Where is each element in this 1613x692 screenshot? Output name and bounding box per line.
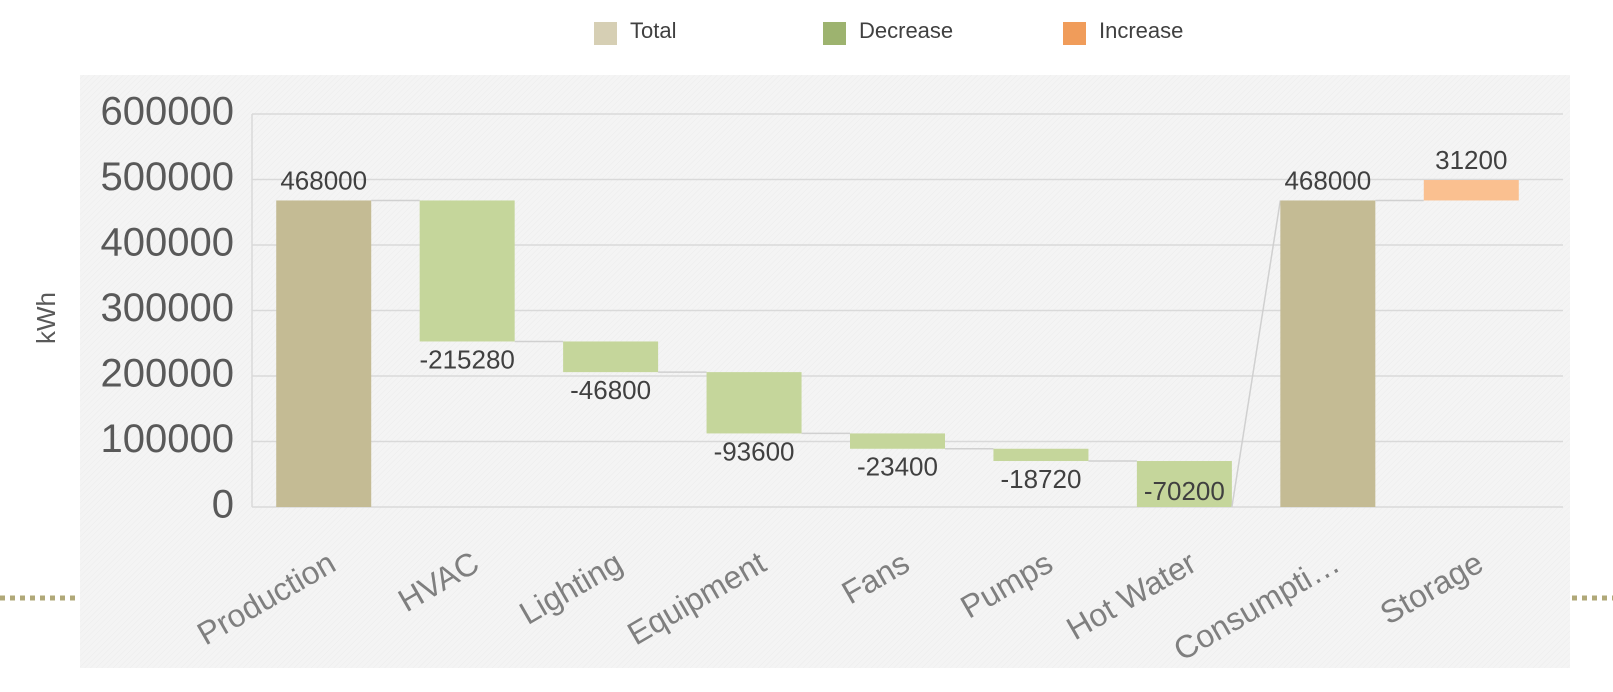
legend-label: Total [630, 18, 676, 43]
data-label: -46800 [570, 375, 651, 405]
data-label: -18720 [1000, 464, 1081, 494]
data-label: 468000 [280, 165, 367, 195]
data-label: 31200 [1435, 145, 1507, 175]
data-label: -215280 [419, 344, 514, 374]
bar [1280, 200, 1376, 507]
y-tick-label: 400000 [101, 221, 234, 265]
data-label: 468000 [1284, 165, 1371, 195]
bar [276, 200, 372, 507]
legend-swatch [1063, 22, 1086, 45]
legend-label: Decrease [859, 18, 953, 43]
y-axis-label: kWh [31, 292, 61, 344]
data-label: -23400 [857, 452, 938, 482]
bar [706, 372, 802, 434]
bar [850, 433, 945, 449]
data-label: -93600 [714, 436, 795, 466]
y-tick-label: 500000 [101, 155, 234, 199]
bar [1136, 461, 1232, 507]
bar [563, 341, 659, 373]
y-tick-label: 0 [212, 483, 234, 527]
data-label: -70200 [1144, 476, 1225, 506]
legend-label: Increase [1099, 18, 1183, 43]
y-tick-label: 600000 [101, 90, 234, 134]
bar [1423, 180, 1519, 201]
legend-swatch [594, 22, 617, 45]
legend-swatch [823, 22, 846, 45]
y-tick-label: 200000 [101, 352, 234, 396]
bar [993, 448, 1089, 462]
bar [419, 200, 515, 342]
y-tick-label: 300000 [101, 286, 234, 330]
y-tick-label: 100000 [101, 417, 234, 461]
connector [1231, 200, 1282, 508]
